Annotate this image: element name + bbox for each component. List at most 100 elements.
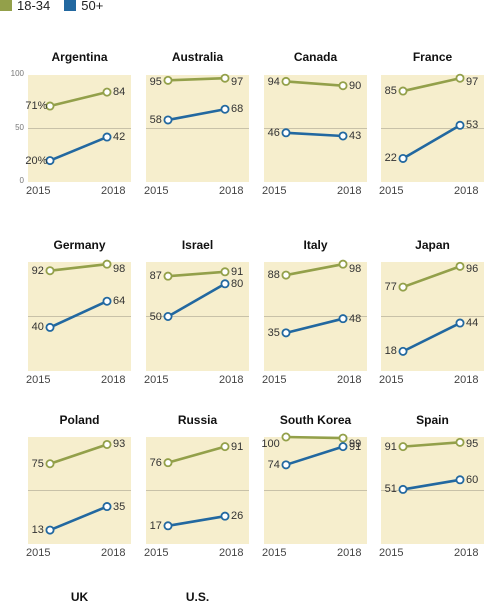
data-point-young-2015 (281, 76, 291, 86)
value-label-young-2018: 84 (113, 86, 126, 99)
y-tick-label: 100 (10, 69, 24, 78)
panel-title-australia: Australia (171, 50, 224, 64)
data-point-old-2015 (45, 322, 55, 332)
value-label-old-2015: 20% (25, 154, 48, 167)
value-label-old-2015: 17 (149, 519, 162, 532)
value-label-old-2018: 42 (113, 131, 126, 144)
series-line-old (285, 445, 344, 467)
data-point-old-2018 (102, 502, 112, 512)
x-tick-label-2018: 2018 (219, 374, 244, 386)
panel-title-japan: Japan (415, 238, 450, 252)
value-label-old-2015: 40 (31, 321, 44, 334)
series-line-young (49, 90, 108, 108)
series-line-old (402, 321, 461, 353)
data-point-young-2018 (102, 439, 112, 449)
value-label-young-2015: 88 (267, 269, 280, 282)
series-line-old (167, 514, 226, 528)
data-point-old-2018 (102, 296, 112, 306)
panel-plot-spain (381, 437, 484, 544)
panel-plot-france (381, 73, 484, 182)
series-line-young (285, 80, 344, 87)
data-point-young-2018 (220, 442, 230, 452)
value-label-young-2015: 85 (384, 85, 397, 98)
value-label-young-2018: 93 (113, 438, 126, 451)
value-label-old-2018: 53 (466, 119, 479, 132)
panel-plot-japan (381, 261, 484, 371)
value-label-young-2018: 91 (231, 265, 244, 278)
value-label-old-2015: 51 (384, 483, 397, 496)
data-point-old-2018 (220, 511, 230, 521)
x-tick-label-2018: 2018 (454, 374, 479, 386)
value-label-old-2015: 74 (267, 458, 280, 471)
data-point-old-2018 (338, 442, 348, 452)
value-label-young-2015: 76 (149, 456, 162, 469)
value-label-old-2018: 48 (349, 312, 362, 325)
y-tick-label: 0 (19, 176, 24, 185)
value-label-old-2018: 44 (466, 317, 479, 330)
series-line-young (167, 76, 226, 82)
data-point-young-2018 (455, 73, 465, 83)
value-label-young-2018: 95 (466, 438, 479, 450)
data-point-young-2015 (281, 432, 291, 442)
data-point-young-2015 (163, 458, 173, 468)
x-tick-label-2015: 2015 (26, 374, 51, 386)
data-point-young-2015 (281, 270, 291, 280)
value-label-young-2015: 95 (149, 76, 162, 88)
data-point-young-2018 (338, 259, 348, 269)
x-tick-label-2015: 2015 (144, 185, 169, 197)
data-point-old-2015 (398, 153, 408, 163)
value-label-young-2018: 97 (466, 76, 479, 88)
data-point-young-2018 (220, 267, 230, 277)
data-point-old-2015 (398, 484, 408, 494)
series-line-young (49, 262, 108, 273)
value-label-old-2018: 43 (349, 129, 362, 142)
value-label-young-2018: 98 (113, 263, 126, 275)
data-point-young-2018 (102, 87, 112, 97)
series-line-young (402, 265, 461, 289)
value-label-young-2018: 96 (466, 263, 479, 275)
value-label-young-2015: 87 (149, 270, 162, 283)
panel-title-israel: Israel (181, 238, 214, 252)
data-point-old-2015 (163, 312, 173, 322)
value-label-old-2018: 80 (231, 277, 244, 290)
x-tick-label-2018: 2018 (337, 547, 362, 559)
data-point-young-2018 (455, 261, 465, 271)
panel-title-russia: Russia (177, 413, 218, 427)
x-tick-label-2015: 2015 (26, 185, 51, 197)
data-point-young-2018 (102, 259, 112, 269)
x-tick-label-2018: 2018 (101, 185, 126, 197)
legend-label-18-34: 18-34 (17, 0, 51, 13)
x-tick-label-2015: 2015 (379, 374, 404, 386)
series-line-old (285, 131, 344, 138)
y-tick-label: 50 (15, 122, 24, 132)
data-point-old-2015 (45, 156, 55, 166)
series-line-old (285, 317, 344, 335)
panel-title-u-s: U.S. (185, 590, 210, 604)
series-line-young (49, 443, 108, 465)
panel-title-south-korea: South Korea (279, 413, 352, 427)
data-point-old-2015 (163, 115, 173, 125)
legend-item-18-34: 18-34 (0, 0, 50, 13)
series-line-old (49, 300, 108, 329)
value-label-young-2015: 71% (25, 100, 48, 113)
panel-plot-russia (146, 437, 249, 544)
data-point-old-2015 (398, 346, 408, 356)
legend: 18-34 50+ (0, 0, 117, 14)
value-label-old-2018: 64 (113, 295, 126, 308)
data-point-young-2015 (45, 101, 55, 111)
panel-title-canada: Canada (293, 50, 338, 64)
panel-title-italy: Italy (303, 238, 328, 252)
data-point-young-2015 (398, 86, 408, 96)
legend-item-50-plus: 50+ (64, 0, 103, 13)
value-label-old-2018: 26 (231, 510, 244, 523)
x-tick-label-2018: 2018 (219, 547, 244, 559)
data-point-old-2015 (45, 525, 55, 535)
panel-plot-south-korea (264, 432, 367, 544)
value-label-old-2015: 35 (267, 326, 280, 339)
value-label-young-2015: 91 (384, 440, 397, 453)
panel-plot-poland (28, 437, 131, 544)
x-tick-label-2018: 2018 (219, 185, 244, 197)
value-label-old-2015: 22 (384, 152, 397, 165)
panel-title-france: France (412, 50, 453, 64)
series-line-old (167, 282, 226, 318)
